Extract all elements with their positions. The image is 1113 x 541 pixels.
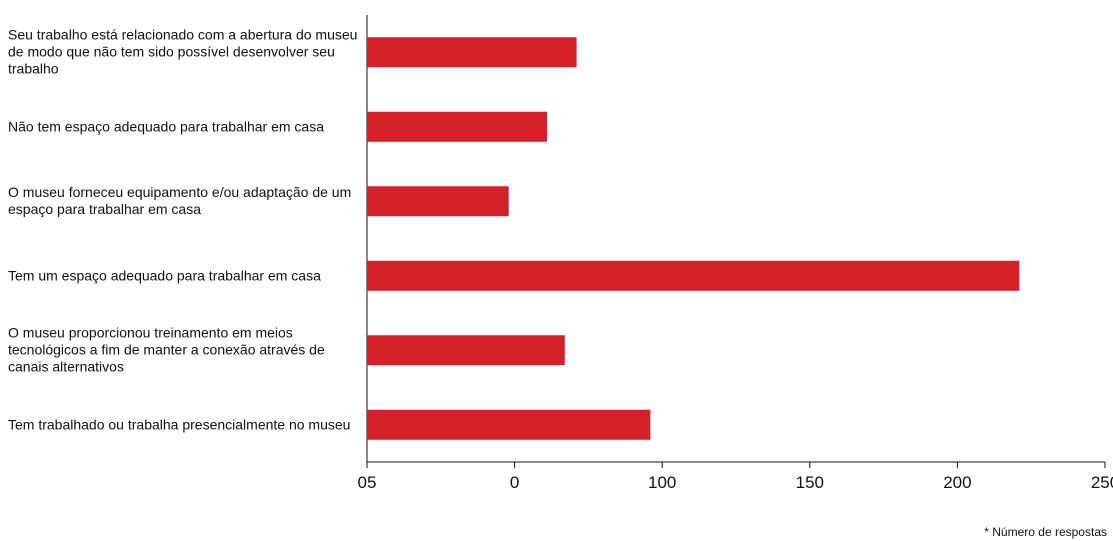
bar [367,111,548,142]
category-label: Tem trabalhado ou trabalha presencialmen… [8,416,351,433]
category-label: Seu trabalho está relacionado com a aber… [8,26,358,77]
bar [367,186,509,217]
bar [367,335,565,366]
x-tick-label: 200 [943,473,971,492]
x-tick-label: 150 [796,473,824,492]
x-tick-label: 05 [358,473,377,492]
footnote: * Número de respostas [984,525,1107,539]
category-label: O museu forneceu equipamento e/ou adapta… [8,184,352,218]
category-label: Não tem espaço adequado para trabalhar e… [8,118,324,135]
bar [367,409,651,440]
x-tick-label: 0 [510,473,519,492]
bar [367,37,577,68]
x-tick-label: 100 [648,473,676,492]
category-label: O museu proporcionou treinamento em meio… [8,324,325,375]
x-tick-label: 250 [1091,473,1113,492]
category-label: Tem um espaço adequado para trabalhar em… [8,267,321,284]
bar [367,260,1020,291]
